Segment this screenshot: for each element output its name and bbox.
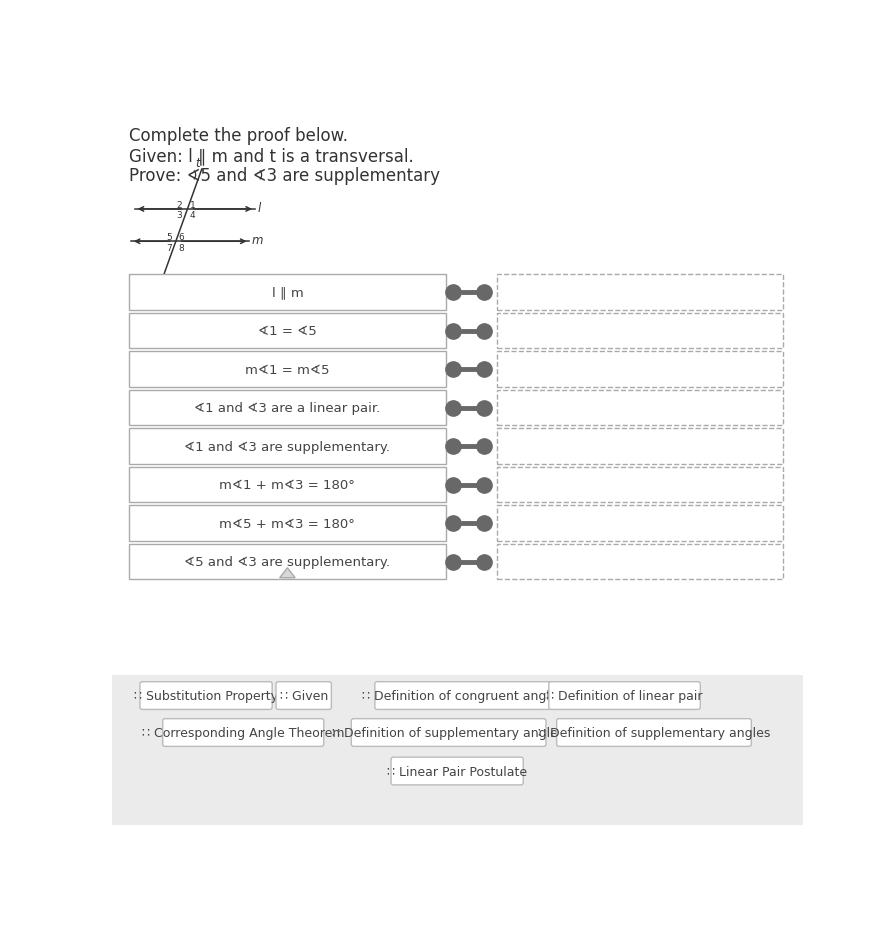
Text: 8: 8 (178, 244, 184, 252)
Bar (128, 429, 446, 464)
Text: m∢5 + m∢3 = 180°: m∢5 + m∢3 = 180° (219, 517, 355, 530)
FancyBboxPatch shape (375, 682, 550, 710)
Text: ∷ Definition of linear pair: ∷ Definition of linear pair (546, 690, 703, 703)
Text: Prove: ∢5 and ∢3 are supplementary: Prove: ∢5 and ∢3 are supplementary (128, 167, 440, 184)
Bar (128, 467, 446, 502)
Text: t: t (195, 157, 200, 170)
Bar (497, 275, 783, 311)
Text: Complete the proof below.: Complete the proof below. (128, 127, 348, 145)
Bar (128, 313, 446, 349)
FancyBboxPatch shape (557, 718, 751, 746)
Text: ∷ Given: ∷ Given (279, 690, 328, 703)
Bar (497, 352, 783, 387)
Polygon shape (280, 568, 295, 578)
Text: 4: 4 (190, 211, 195, 220)
Text: 6: 6 (178, 233, 184, 242)
Text: ∷ Definition of supplementary angles: ∷ Definition of supplementary angles (333, 726, 565, 739)
Text: 2: 2 (177, 200, 182, 210)
Text: ∷ Corresponding Angle Theorem: ∷ Corresponding Angle Theorem (142, 726, 344, 739)
FancyBboxPatch shape (276, 682, 331, 710)
Text: 1: 1 (190, 200, 195, 210)
Text: ∢1 and ∢3 are a linear pair.: ∢1 and ∢3 are a linear pair. (194, 401, 381, 414)
Bar (497, 506, 783, 541)
Text: ∢1 = ∢5: ∢1 = ∢5 (258, 324, 317, 337)
Bar (128, 390, 446, 425)
Text: 7: 7 (167, 244, 172, 252)
FancyBboxPatch shape (162, 718, 324, 746)
FancyBboxPatch shape (549, 682, 700, 710)
FancyBboxPatch shape (391, 757, 524, 785)
Bar (128, 506, 446, 541)
Text: Given: l ∥ m and t is a transversal.: Given: l ∥ m and t is a transversal. (128, 146, 413, 165)
Text: ∷ Definition of congruent angles: ∷ Definition of congruent angles (361, 690, 564, 703)
Text: ∷ Substitution Property: ∷ Substitution Property (134, 690, 278, 703)
Text: m: m (252, 234, 263, 247)
FancyBboxPatch shape (140, 682, 272, 710)
Bar (497, 313, 783, 349)
Text: ∢1 and ∢3 are supplementary.: ∢1 and ∢3 are supplementary. (185, 440, 391, 453)
Text: l ∥ m: l ∥ m (271, 286, 303, 299)
Text: l: l (257, 202, 260, 215)
Bar (497, 544, 783, 579)
Text: ∷ Definition of supplementary angles: ∷ Definition of supplementary angles (538, 726, 770, 739)
Bar (112, 675, 803, 825)
Bar (128, 544, 446, 579)
Bar (128, 275, 446, 311)
Text: ∷ Linear Pair Postulate: ∷ Linear Pair Postulate (387, 765, 527, 778)
Text: 5: 5 (167, 233, 172, 242)
FancyBboxPatch shape (351, 718, 546, 746)
Text: 3: 3 (177, 211, 182, 220)
Text: m∢1 = m∢5: m∢1 = m∢5 (245, 363, 330, 376)
Bar (497, 429, 783, 464)
Text: ∢5 and ∢3 are supplementary.: ∢5 and ∢3 are supplementary. (185, 555, 391, 568)
Bar (497, 467, 783, 502)
Bar (497, 390, 783, 425)
Bar (128, 352, 446, 387)
Text: m∢1 + m∢3 = 180°: m∢1 + m∢3 = 180° (219, 478, 355, 491)
